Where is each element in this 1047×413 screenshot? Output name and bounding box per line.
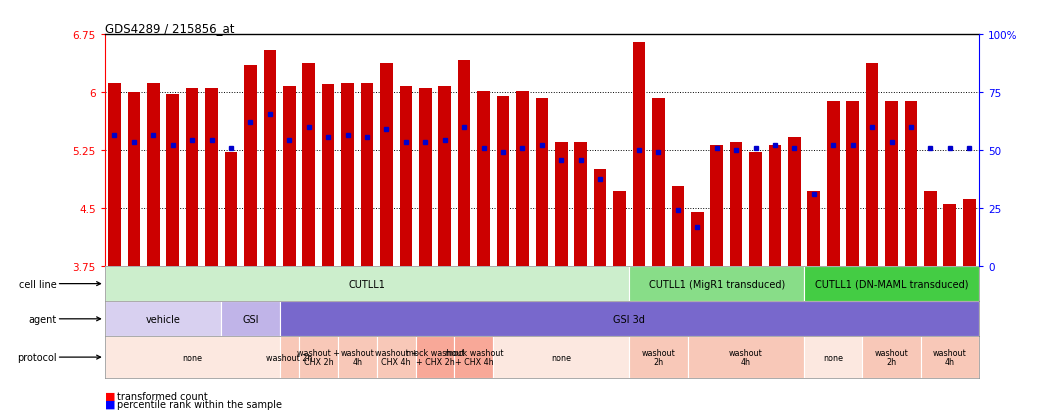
Text: cell line: cell line	[19, 279, 101, 289]
FancyBboxPatch shape	[299, 337, 338, 378]
FancyBboxPatch shape	[804, 337, 863, 378]
Text: washout
2h: washout 2h	[874, 348, 909, 367]
Text: mock washout
+ CHX 4h: mock washout + CHX 4h	[445, 348, 503, 367]
Text: washout
4h: washout 4h	[729, 348, 762, 367]
Bar	[788, 138, 801, 266]
Text: CUTLL1 (MigR1 transduced): CUTLL1 (MigR1 transduced)	[648, 279, 785, 289]
Bar	[807, 192, 820, 266]
Bar	[963, 199, 976, 266]
Bar	[128, 93, 140, 266]
Text: none: none	[552, 353, 572, 362]
Text: none: none	[823, 353, 843, 362]
Text: CUTLL1 (DN-MAML transduced): CUTLL1 (DN-MAML transduced)	[815, 279, 968, 289]
Bar	[185, 89, 199, 266]
FancyBboxPatch shape	[688, 337, 804, 378]
Bar	[458, 61, 470, 266]
Bar	[594, 170, 606, 266]
Text: GSI: GSI	[242, 314, 259, 324]
Bar	[166, 95, 179, 266]
FancyBboxPatch shape	[629, 337, 688, 378]
Text: washout
4h: washout 4h	[933, 348, 966, 367]
Bar	[303, 64, 315, 266]
Bar	[516, 91, 529, 266]
Bar	[730, 143, 742, 266]
Bar	[652, 99, 665, 266]
Bar	[885, 102, 898, 266]
Text: GDS4289 / 215856_at: GDS4289 / 215856_at	[105, 22, 235, 35]
Bar	[691, 212, 704, 266]
Text: CUTLL1: CUTLL1	[349, 279, 385, 289]
Text: ■: ■	[105, 391, 115, 401]
Bar	[750, 153, 762, 266]
Bar	[419, 89, 431, 266]
Text: mock washout
+ CHX 2h: mock washout + CHX 2h	[406, 348, 464, 367]
FancyBboxPatch shape	[377, 337, 416, 378]
FancyBboxPatch shape	[804, 266, 979, 301]
Bar	[632, 43, 645, 266]
Text: none: none	[182, 353, 202, 362]
Bar	[943, 205, 956, 266]
FancyBboxPatch shape	[105, 301, 221, 337]
Bar	[575, 143, 587, 266]
Text: washout +
CHX 4h: washout + CHX 4h	[375, 348, 418, 367]
Bar	[264, 50, 276, 266]
Bar	[244, 66, 257, 266]
FancyBboxPatch shape	[493, 337, 629, 378]
FancyBboxPatch shape	[221, 301, 280, 337]
Text: agent: agent	[28, 314, 101, 324]
FancyBboxPatch shape	[863, 337, 920, 378]
Bar	[321, 85, 334, 266]
Bar	[768, 145, 781, 266]
Bar	[147, 84, 159, 266]
FancyBboxPatch shape	[280, 301, 979, 337]
Bar	[477, 91, 490, 266]
Text: percentile rank within the sample: percentile rank within the sample	[117, 399, 283, 409]
FancyBboxPatch shape	[280, 337, 299, 378]
Bar	[846, 102, 859, 266]
Bar	[671, 187, 684, 266]
Text: ■: ■	[105, 399, 115, 409]
FancyBboxPatch shape	[105, 337, 280, 378]
Bar	[108, 84, 120, 266]
Text: washout
4h: washout 4h	[340, 348, 374, 367]
FancyBboxPatch shape	[416, 337, 454, 378]
Bar	[535, 99, 549, 266]
Text: washout
2h: washout 2h	[642, 348, 675, 367]
Bar	[866, 64, 878, 266]
Bar	[439, 87, 451, 266]
Bar	[555, 143, 567, 266]
Text: GSI 3d: GSI 3d	[614, 314, 645, 324]
Bar	[225, 153, 238, 266]
Text: protocol: protocol	[17, 352, 101, 362]
Text: washout +
CHX 2h: washout + CHX 2h	[297, 348, 340, 367]
Bar	[710, 145, 723, 266]
Bar	[400, 87, 413, 266]
FancyBboxPatch shape	[454, 337, 493, 378]
Bar	[905, 102, 917, 266]
FancyBboxPatch shape	[338, 337, 377, 378]
Bar	[283, 87, 295, 266]
Bar	[380, 64, 393, 266]
Bar	[341, 84, 354, 266]
FancyBboxPatch shape	[105, 266, 629, 301]
FancyBboxPatch shape	[920, 337, 979, 378]
Text: transformed count: transformed count	[117, 391, 208, 401]
Bar	[614, 192, 626, 266]
Bar	[925, 192, 937, 266]
Text: washout 2h: washout 2h	[266, 353, 312, 362]
Bar	[360, 84, 374, 266]
Bar	[496, 97, 509, 266]
Bar	[827, 102, 840, 266]
Text: vehicle: vehicle	[146, 314, 180, 324]
FancyBboxPatch shape	[629, 266, 804, 301]
Bar	[205, 89, 218, 266]
